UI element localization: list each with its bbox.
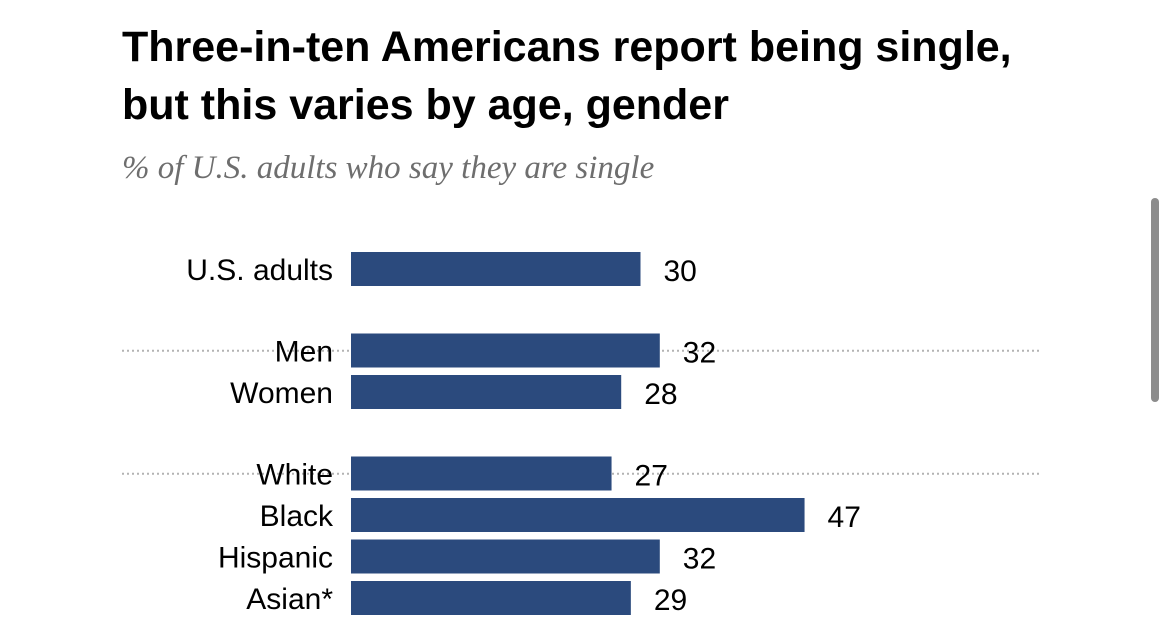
category-label: U.S. adults	[186, 254, 333, 287]
chart-subtitle: % of U.S. adults who say they are single	[122, 150, 655, 186]
value-label: 32	[683, 543, 716, 576]
bar	[351, 539, 660, 574]
scrollbar[interactable]	[1151, 198, 1159, 402]
category-label: White	[256, 459, 333, 492]
bar	[351, 375, 622, 409]
value-label: 32	[683, 337, 716, 370]
value-label: 29	[654, 584, 687, 617]
category-label: Men	[275, 336, 333, 369]
category-label: Black	[260, 500, 334, 533]
value-label: 47	[828, 501, 861, 534]
value-label: 30	[664, 255, 697, 288]
bar	[351, 333, 660, 368]
value-label: 27	[635, 460, 668, 493]
bar	[351, 581, 631, 615]
category-label: Women	[230, 377, 333, 410]
chart-title: Three-in-ten Americans report being sing…	[122, 23, 1012, 129]
value-label: 28	[644, 378, 677, 411]
category-label: Asian*	[246, 583, 333, 616]
bar	[351, 456, 612, 491]
category-label: Hispanic	[218, 542, 333, 575]
bar	[351, 252, 641, 286]
bar	[351, 498, 805, 532]
